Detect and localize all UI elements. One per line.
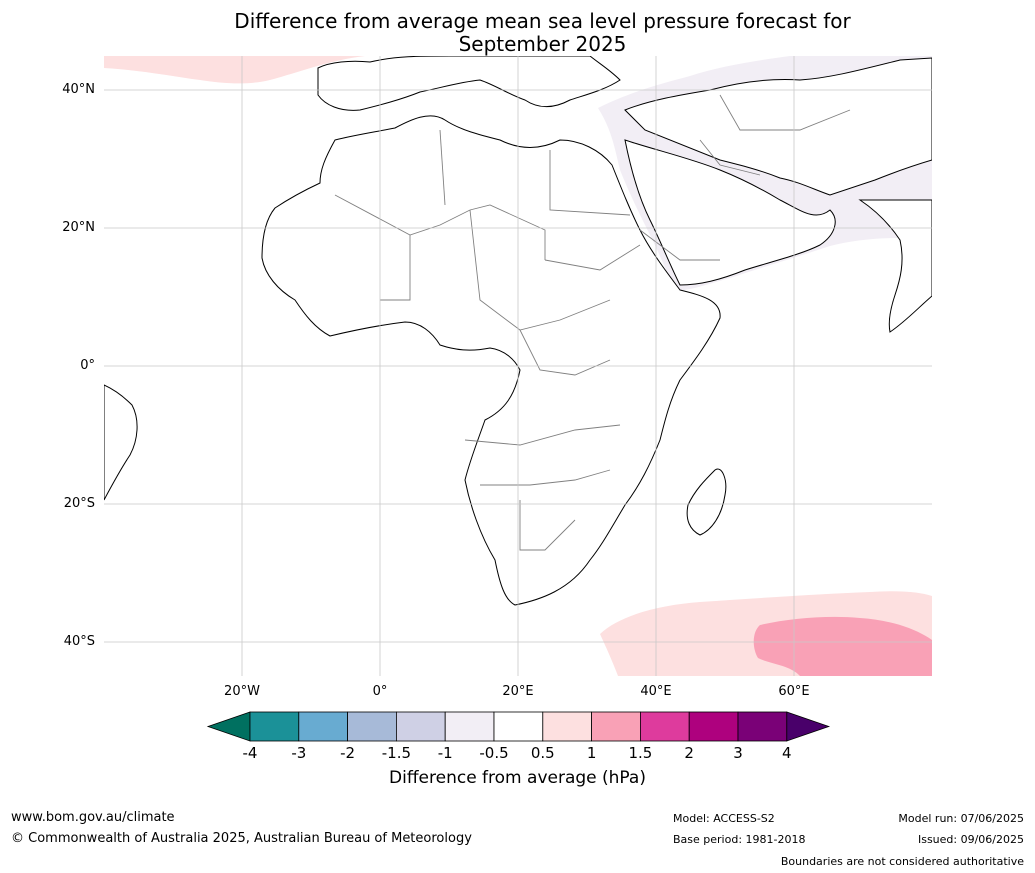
colorbar-label: Difference from average (hPa) <box>389 768 646 788</box>
colorbar-swatch <box>542 711 592 742</box>
colorbar-swatch <box>395 711 446 742</box>
colorbar-tick-label: -3 <box>291 744 307 762</box>
colorbar-swatch <box>444 711 495 742</box>
lon-label: 20°W <box>224 684 260 699</box>
lon-label: 0° <box>372 684 388 699</box>
country-borders <box>334 94 851 551</box>
lat-label: 40°S <box>63 634 95 649</box>
colorbar-extend-low <box>206 711 251 742</box>
colorbar-tick-label: 1 <box>586 744 597 762</box>
graticule <box>104 56 932 676</box>
map-title-line2: September 2025 <box>458 32 627 56</box>
colorbar-tick-label: 4 <box>782 744 792 762</box>
anomaly-south-indian-core <box>753 616 932 676</box>
colorbar-tick-label: -1.5 <box>381 744 412 762</box>
lat-label: 0° <box>80 358 95 373</box>
base-period: Base period: 1981-2018 <box>673 833 806 846</box>
africa <box>261 115 721 606</box>
colorbar <box>206 711 831 742</box>
colorbar-tick-label: 1.5 <box>628 744 653 762</box>
coastlines <box>104 56 932 606</box>
colorbar-tick-label: -2 <box>340 744 356 762</box>
map-title-line1: Difference from average mean sea level p… <box>234 9 851 33</box>
issued-date: Issued: 09/06/2025 <box>917 833 1024 846</box>
boundaries-disclaimer: Boundaries are not considered authoritat… <box>780 855 1024 868</box>
lat-label: 20°S <box>63 496 95 511</box>
lon-label: 60°E <box>778 684 810 699</box>
map-title: Difference from average mean sea level p… <box>0 10 1035 56</box>
india <box>858 199 932 333</box>
iran-central-asia <box>624 57 932 196</box>
colorbar-tick-label: -0.5 <box>479 744 509 762</box>
website-link[interactable]: www.bom.gov.au/climate <box>11 810 175 825</box>
model-run-date: Model run: 07/06/2025 <box>898 812 1024 825</box>
colorbar-swatch <box>591 711 641 742</box>
colorbar-tick-label: -4 <box>242 744 258 762</box>
model-name: Model: ACCESS-S2 <box>673 812 775 825</box>
copyright-text: © Commonwealth of Australia 2025, Austra… <box>11 831 472 846</box>
colorbar-swatch <box>249 711 300 742</box>
colorbar-swatch <box>688 711 739 742</box>
arabian-peninsula <box>624 139 836 286</box>
colorbar-tick-label: 3 <box>733 744 743 762</box>
colorbar-swatch <box>493 711 544 742</box>
colorbar-tick-label: 2 <box>684 744 694 762</box>
colorbar-swatch <box>347 711 397 742</box>
colorbar-tick-label: 0.5 <box>530 744 555 762</box>
colorbar-extend-high <box>786 711 831 742</box>
anomaly-north-atlantic <box>104 56 365 84</box>
madagascar <box>686 468 727 536</box>
south-america <box>104 384 138 501</box>
colorbar-swatch <box>298 711 348 742</box>
europe <box>317 56 621 111</box>
colorbar-swatch <box>640 711 690 742</box>
lat-label: 20°N <box>62 220 95 235</box>
lon-label: 20°E <box>502 684 534 699</box>
lat-label: 40°N <box>62 82 95 97</box>
lon-label: 40°E <box>640 684 672 699</box>
colorbar-swatch <box>737 711 788 742</box>
colorbar-tick-label: -1 <box>437 744 453 762</box>
